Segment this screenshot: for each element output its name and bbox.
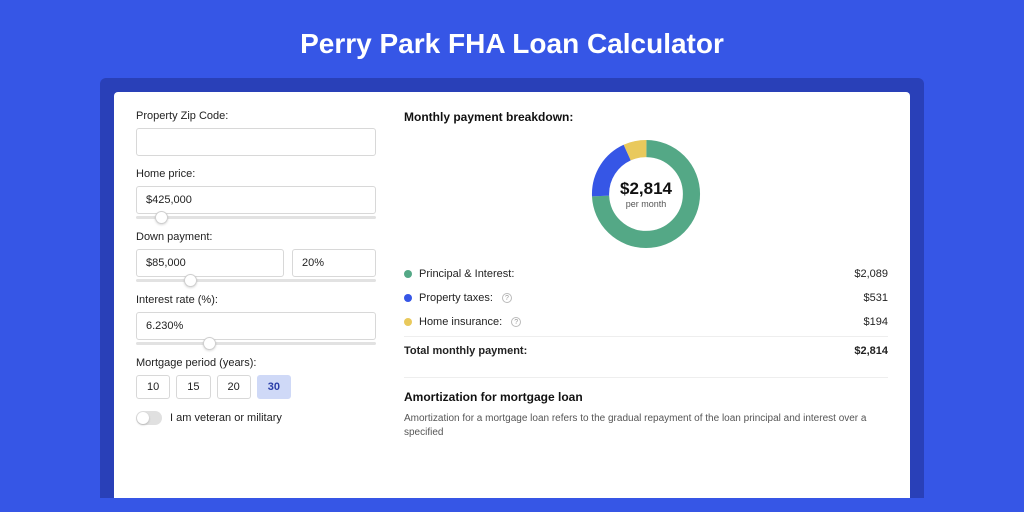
interest-rate-slider-thumb[interactable]	[203, 337, 216, 350]
home-price-input[interactable]	[136, 186, 376, 214]
breakdown-legend: Principal & Interest: $2,089 Property taxe…	[404, 262, 888, 334]
zip-label: Property Zip Code:	[136, 110, 376, 122]
legend-row-2: Home insurance:? $194	[404, 310, 888, 334]
down-payment-slider-thumb[interactable]	[184, 274, 197, 287]
donut-sub: per month	[626, 199, 667, 209]
veteran-toggle[interactable]	[136, 411, 162, 425]
down-payment-amount-input[interactable]	[136, 249, 284, 277]
veteran-toggle-knob	[137, 412, 149, 424]
legend-dot	[404, 270, 412, 278]
mortgage-period-label: Mortgage period (years):	[136, 357, 376, 369]
down-payment-percent-input[interactable]	[292, 249, 376, 277]
form-column: Property Zip Code: Home price: Down paym…	[136, 110, 376, 498]
info-icon[interactable]: ?	[511, 317, 521, 327]
field-home-price: Home price:	[136, 168, 376, 219]
legend-dot	[404, 318, 412, 326]
breakdown-total-row: Total monthly payment: $2,814	[404, 336, 888, 363]
period-option-20[interactable]: 20	[217, 375, 251, 399]
legend-value: $194	[864, 316, 888, 328]
legend-value: $2,089	[854, 268, 888, 280]
legend-value: $531	[864, 292, 888, 304]
home-price-slider-thumb[interactable]	[155, 211, 168, 224]
period-option-15[interactable]: 15	[176, 375, 210, 399]
outer-card: Property Zip Code: Home price: Down paym…	[100, 78, 924, 498]
amortization-title: Amortization for mortgage loan	[404, 390, 888, 404]
legend-row-0: Principal & Interest: $2,089	[404, 262, 888, 286]
legend-label: Home insurance:	[419, 316, 502, 328]
interest-rate-input[interactable]	[136, 312, 376, 340]
total-label: Total monthly payment:	[404, 345, 527, 357]
breakdown-title: Monthly payment breakdown:	[404, 110, 888, 124]
donut-chart-wrap: $2,814 per month	[404, 130, 888, 262]
legend-label: Property taxes:	[419, 292, 493, 304]
interest-rate-label: Interest rate (%):	[136, 294, 376, 306]
home-price-slider[interactable]	[136, 216, 376, 219]
field-mortgage-period: Mortgage period (years): 1015 2030	[136, 357, 376, 399]
amortization-section: Amortization for mortgage loan Amortizat…	[404, 377, 888, 440]
veteran-label: I am veteran or military	[170, 412, 282, 424]
calculator-card: Property Zip Code: Home price: Down paym…	[114, 92, 910, 498]
zip-input[interactable]	[136, 128, 376, 156]
home-price-label: Home price:	[136, 168, 376, 180]
donut-center: $2,814 per month	[586, 134, 706, 254]
down-payment-label: Down payment:	[136, 231, 376, 243]
interest-rate-slider[interactable]	[136, 342, 376, 345]
legend-dot	[404, 294, 412, 302]
breakdown-column: Monthly payment breakdown: $2,814 per mo…	[404, 110, 888, 498]
amortization-text: Amortization for a mortgage loan refers …	[404, 412, 888, 440]
field-down-payment: Down payment:	[136, 231, 376, 282]
field-zip: Property Zip Code:	[136, 110, 376, 156]
donut-amount: $2,814	[620, 179, 672, 199]
down-payment-slider[interactable]	[136, 279, 376, 282]
field-interest-rate: Interest rate (%):	[136, 294, 376, 345]
period-option-10[interactable]: 10	[136, 375, 170, 399]
legend-label: Principal & Interest:	[419, 268, 514, 280]
page-title: Perry Park FHA Loan Calculator	[0, 0, 1024, 78]
period-option-30[interactable]: 30	[257, 375, 291, 399]
mortgage-period-options: 1015 2030	[136, 375, 376, 399]
veteran-toggle-row: I am veteran or military	[136, 411, 376, 425]
donut-chart: $2,814 per month	[586, 134, 706, 254]
total-value: $2,814	[854, 345, 888, 357]
info-icon[interactable]: ?	[502, 293, 512, 303]
legend-row-1: Property taxes:? $531	[404, 286, 888, 310]
